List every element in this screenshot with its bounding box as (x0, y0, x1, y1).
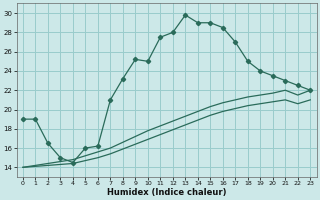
X-axis label: Humidex (Indice chaleur): Humidex (Indice chaleur) (107, 188, 226, 197)
